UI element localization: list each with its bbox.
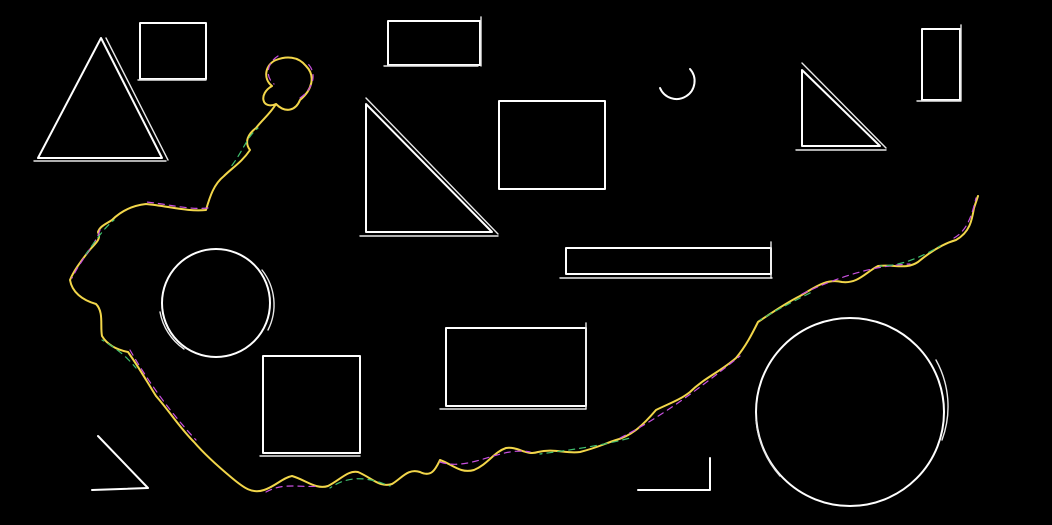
arc-outline [659,68,696,100]
corner-outline [637,457,711,491]
circle-outline [755,317,949,507]
rectangle-outline [137,22,207,81]
rectangle-outline [383,16,482,67]
square-outline [259,355,361,457]
corner-outline [91,435,149,491]
rectangle-outline [916,24,962,102]
triangle-outline [33,37,169,162]
rectangle-outline [498,100,606,190]
right-triangle-outline [795,62,887,151]
right-triangle-outline [359,97,499,237]
circle-outline [159,248,275,358]
rectangle-outline [559,241,773,279]
rectangle-outline [439,322,587,410]
freehand-curve [69,55,979,493]
